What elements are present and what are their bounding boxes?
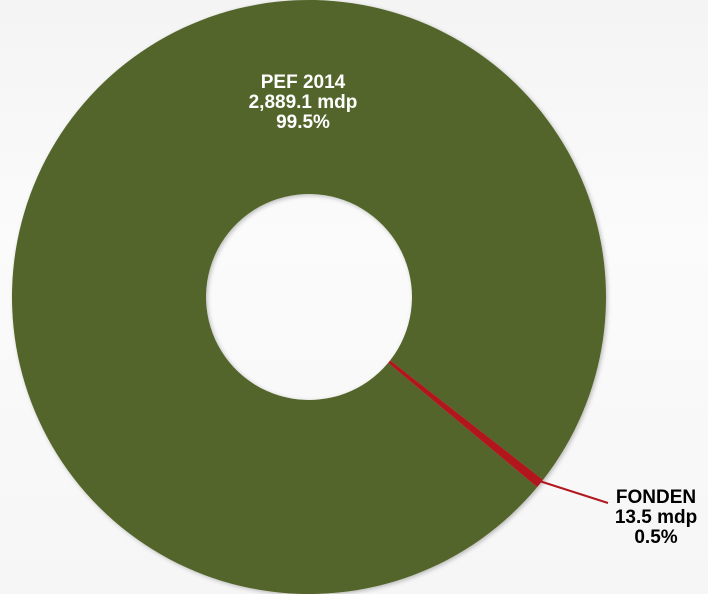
slice-pef-2014: [11, 0, 606, 594]
data-label-fonden: FONDEN 13.5 mdp 0.5%: [615, 487, 697, 548]
slice-fonden: [388, 360, 544, 488]
fonden-leader-line: [535, 478, 609, 504]
data-label-pef-2014: PEF 2014 2,889.1 mdp 99.5%: [249, 72, 358, 133]
